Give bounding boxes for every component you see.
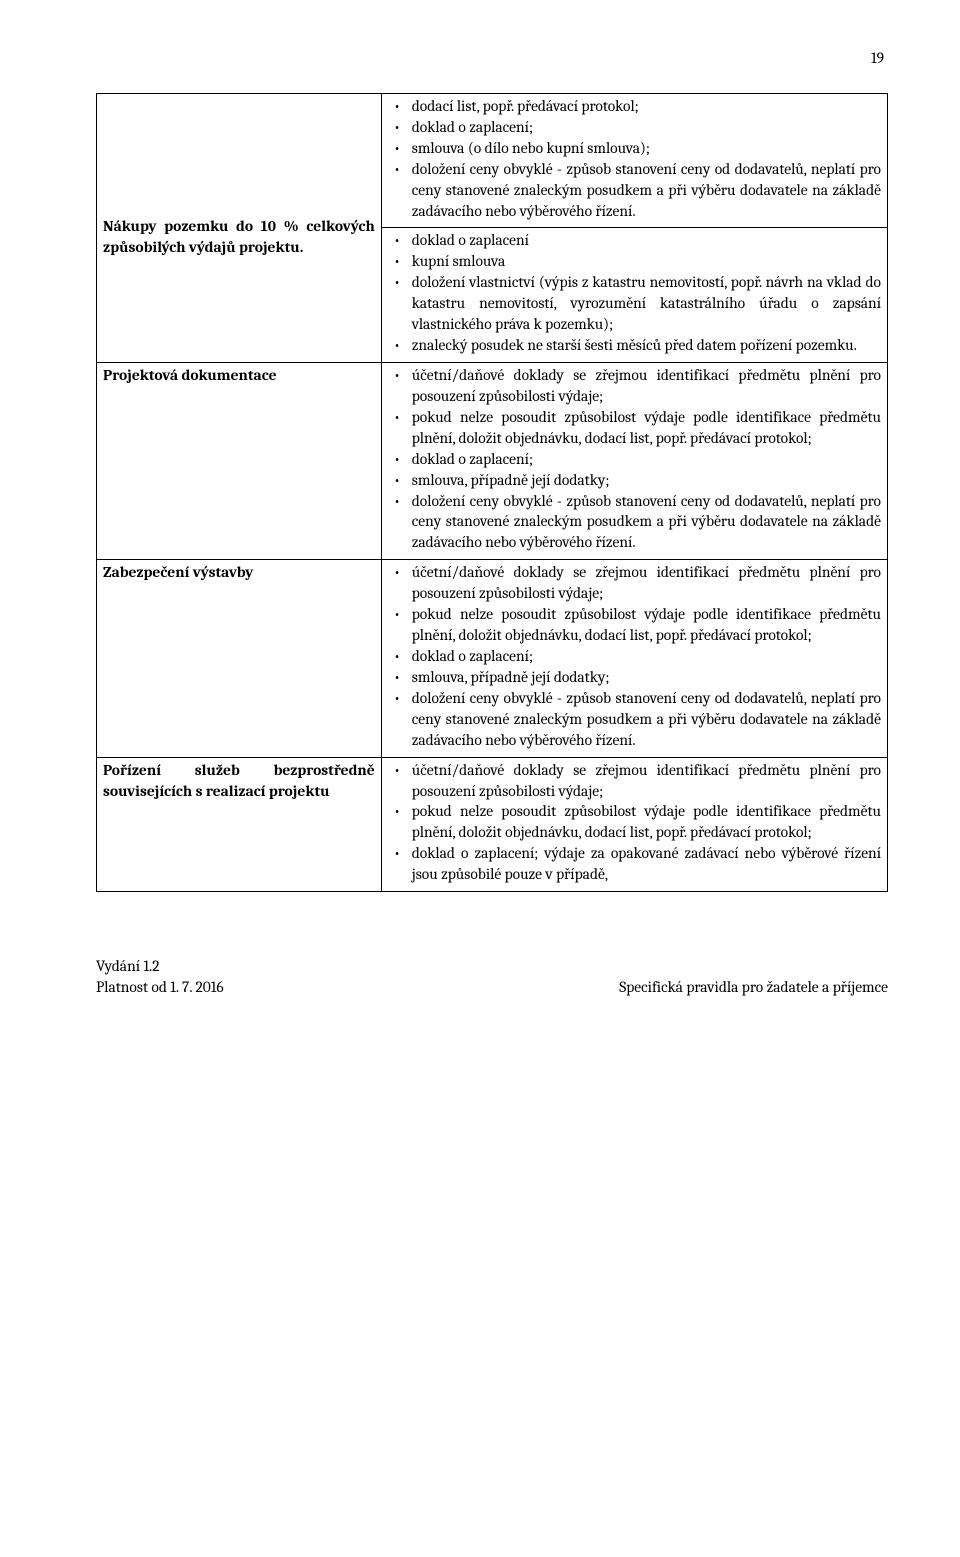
row-bullets-cell: doklad o zaplacení kupní smlouva doložen… [381,228,887,363]
footer-right: Specifická pravidla pro žadatele a příje… [619,977,888,998]
bullet-list: doklad o zaplacení kupní smlouva doložen… [388,230,881,356]
row-label: Projektová dokumentace [103,366,277,384]
list-item: doklad o zaplacení; [388,117,881,138]
content-table: Nákupy pozemku do 10 % celkových způsobi… [96,93,888,892]
page-number: 19 [96,48,888,69]
list-item: doklad o zaplacení; [388,449,881,470]
row-label: Nákupy pozemku do 10 % celkových způsobi… [103,217,375,256]
list-item: doložení vlastnictví (výpis z katastru n… [388,272,881,335]
table-row: Pořízení služeb bezprostředně souvisejíc… [97,757,888,892]
list-item: účetní/daňové doklady se zřejmou identif… [388,562,881,604]
row-bullets-cell: účetní/daňové doklady se zřejmou identif… [381,560,887,757]
list-item: doložení ceny obvyklé - způsob stanovení… [388,159,881,222]
row-label-cell: Nákupy pozemku do 10 % celkových způsobi… [97,93,382,362]
row-label: Pořízení služeb bezprostředně souvisejíc… [103,761,375,800]
row-label-cell: Pořízení služeb bezprostředně souvisejíc… [97,757,382,892]
list-item: doklad o zaplacení; výdaje za opakované … [388,843,881,885]
row-bullets-cell: účetní/daňové doklady se zřejmou identif… [381,362,887,559]
row-label: Zabezpečení výstavby [103,563,253,581]
list-item: doložení ceny obvyklé - způsob stanovení… [388,491,881,554]
list-item: pokud nelze posoudit způsobilost výdaje … [388,407,881,449]
table-row: Nákupy pozemku do 10 % celkových způsobi… [97,93,888,228]
list-item: kupní smlouva [388,251,881,272]
bullet-list: účetní/daňové doklady se zřejmou identif… [388,562,881,750]
bullet-list: dodací list, popř. předávací protokol; d… [388,96,881,222]
list-item: pokud nelze posoudit způsobilost výdaje … [388,604,881,646]
bullet-list: účetní/daňové doklady se zřejmou identif… [388,365,881,553]
row-bullets-cell: účetní/daňové doklady se zřejmou identif… [381,757,887,892]
table-body: Nákupy pozemku do 10 % celkových způsobi… [97,93,888,891]
footer-left: Vydání 1.2 Platnost od 1. 7. 2016 [96,956,224,998]
list-item: znalecký posudek ne starší šesti měsíců … [388,335,881,356]
table-row: Zabezpečení výstavby účetní/daňové dokla… [97,560,888,757]
footer-validity: Platnost od 1. 7. 2016 [96,977,224,998]
list-item: smlouva, případně její dodatky; [388,667,881,688]
list-item: smlouva, případně její dodatky; [388,470,881,491]
list-item: účetní/daňové doklady se zřejmou identif… [388,760,881,802]
row-label-cell: Projektová dokumentace [97,362,382,559]
table-row: Projektová dokumentace účetní/daňové dok… [97,362,888,559]
list-item: účetní/daňové doklady se zřejmou identif… [388,365,881,407]
list-item: dodací list, popř. předávací protokol; [388,96,881,117]
list-item: doklad o zaplacení; [388,646,881,667]
row-label-cell: Zabezpečení výstavby [97,560,382,757]
page-footer: Vydání 1.2 Platnost od 1. 7. 2016 Specif… [96,956,888,998]
bullet-list: účetní/daňové doklady se zřejmou identif… [388,760,881,886]
row-bullets-cell: dodací list, popř. předávací protokol; d… [381,93,887,228]
list-item: doklad o zaplacení [388,230,881,251]
list-item: smlouva (o dílo nebo kupní smlouva); [388,138,881,159]
list-item: doložení ceny obvyklé - způsob stanovení… [388,688,881,751]
list-item: pokud nelze posoudit způsobilost výdaje … [388,801,881,843]
footer-version: Vydání 1.2 [96,956,224,977]
